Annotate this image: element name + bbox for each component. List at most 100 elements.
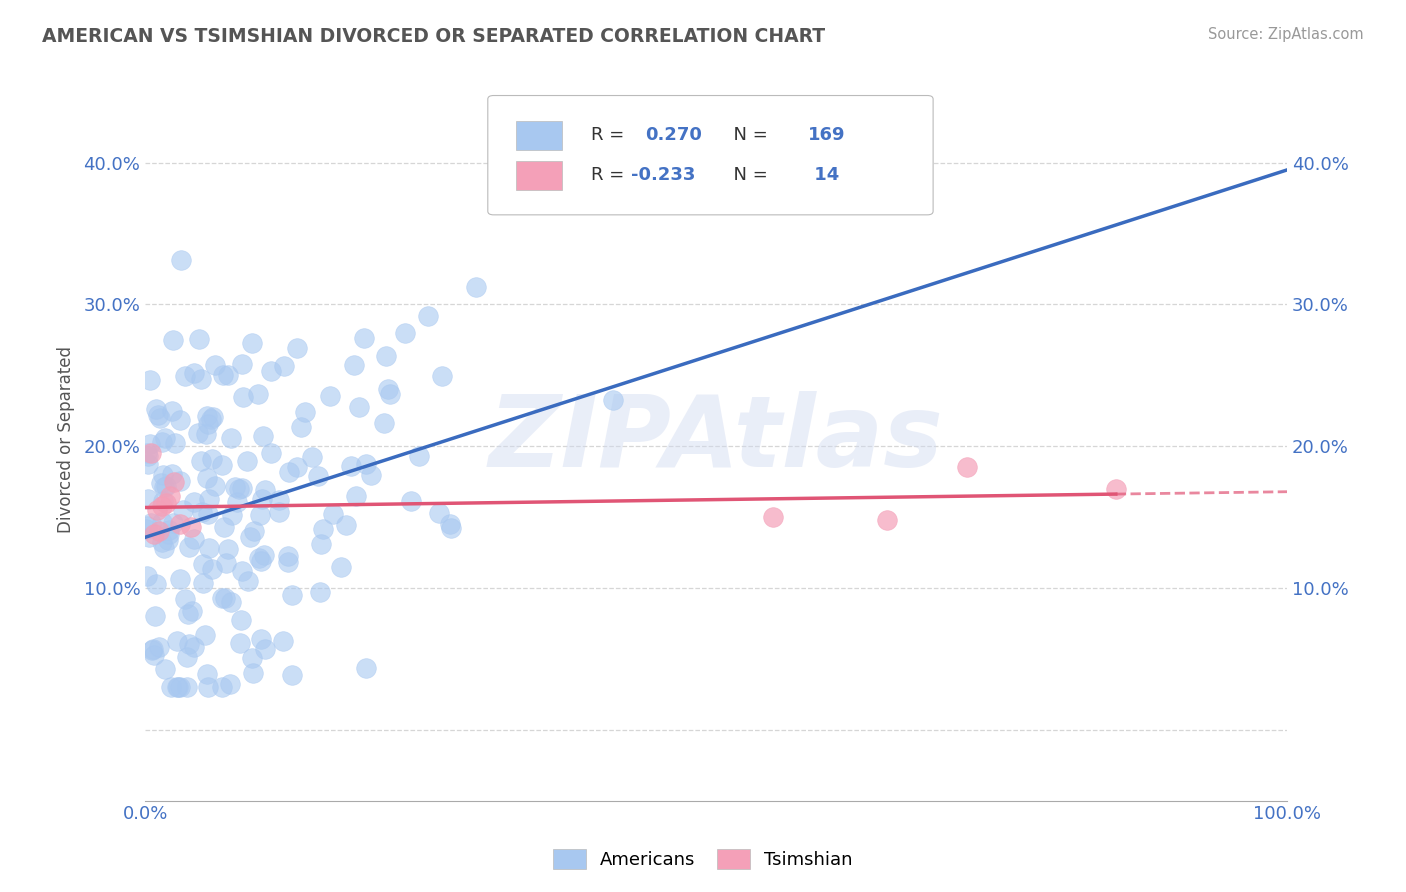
Point	[277, 549, 299, 563]
Point	[148, 640, 170, 654]
Point	[212, 368, 235, 382]
Point	[876, 513, 898, 527]
Point	[319, 389, 342, 403]
Point	[172, 503, 194, 517]
Point	[399, 494, 422, 508]
Point	[166, 680, 188, 694]
Point	[200, 562, 222, 576]
Point	[267, 492, 290, 507]
Point	[354, 457, 377, 471]
Point	[278, 465, 301, 479]
Text: R =: R =	[591, 127, 630, 145]
Point	[214, 556, 236, 570]
Point	[218, 676, 240, 690]
Point	[135, 522, 157, 536]
Point	[343, 358, 366, 372]
Point	[301, 450, 323, 464]
Point	[195, 409, 218, 424]
Point	[360, 467, 382, 482]
Point	[242, 666, 264, 681]
Point	[242, 524, 264, 538]
Point	[190, 454, 212, 468]
Point	[146, 408, 169, 422]
Point	[252, 429, 274, 443]
Point	[335, 518, 357, 533]
Point	[198, 491, 221, 506]
Y-axis label: Divorced or Separated: Divorced or Separated	[58, 345, 75, 533]
Point	[177, 607, 200, 622]
Point	[153, 541, 176, 555]
Point	[162, 333, 184, 347]
Point	[217, 541, 239, 556]
Point	[135, 568, 157, 582]
Point	[374, 349, 396, 363]
Text: 0.270: 0.270	[645, 127, 702, 145]
Point	[163, 475, 186, 489]
Point	[240, 335, 263, 350]
Text: 169: 169	[807, 127, 845, 145]
Point	[150, 515, 173, 529]
Point	[231, 357, 253, 371]
Point	[141, 516, 163, 530]
Point	[139, 373, 162, 387]
Point	[197, 417, 219, 432]
FancyBboxPatch shape	[488, 95, 934, 215]
Point	[162, 516, 184, 530]
Point	[166, 680, 188, 694]
Point	[197, 507, 219, 521]
Point	[214, 591, 236, 606]
Point	[174, 369, 197, 384]
Point	[249, 632, 271, 646]
Point	[226, 495, 249, 509]
Point	[169, 572, 191, 586]
Point	[408, 449, 430, 463]
Point	[344, 489, 367, 503]
Point	[183, 495, 205, 509]
Point	[190, 372, 212, 386]
Point	[253, 548, 276, 562]
Point	[136, 457, 159, 471]
Point	[260, 446, 283, 460]
Point	[221, 595, 243, 609]
Point	[322, 507, 344, 521]
Point	[356, 661, 378, 675]
Point	[136, 519, 159, 533]
Point	[427, 506, 450, 520]
Point	[152, 493, 174, 508]
Point	[160, 404, 183, 418]
Point	[150, 535, 173, 549]
Point	[176, 650, 198, 665]
Point	[183, 640, 205, 654]
Point	[380, 387, 402, 401]
Point	[165, 436, 187, 450]
Point	[353, 331, 375, 345]
Point	[281, 588, 304, 602]
Point	[180, 520, 202, 534]
Point	[187, 332, 209, 346]
Point	[285, 341, 308, 355]
Point	[156, 533, 179, 548]
Point	[217, 368, 239, 382]
Point	[195, 426, 218, 441]
Point	[187, 426, 209, 441]
Point	[1105, 482, 1128, 496]
Point	[231, 613, 253, 627]
Point	[253, 641, 276, 656]
Point	[149, 475, 172, 490]
Point	[250, 491, 273, 506]
Point	[136, 446, 159, 460]
Point	[307, 469, 329, 483]
FancyBboxPatch shape	[516, 161, 562, 189]
Point	[170, 253, 193, 268]
Point	[142, 641, 165, 656]
Point	[136, 491, 159, 506]
Point	[194, 628, 217, 642]
Point	[238, 574, 260, 589]
Point	[290, 420, 312, 434]
Point	[202, 409, 225, 424]
Point	[267, 505, 290, 519]
Point	[152, 468, 174, 483]
Point	[195, 667, 218, 681]
Point	[148, 524, 170, 539]
Point	[340, 459, 363, 474]
